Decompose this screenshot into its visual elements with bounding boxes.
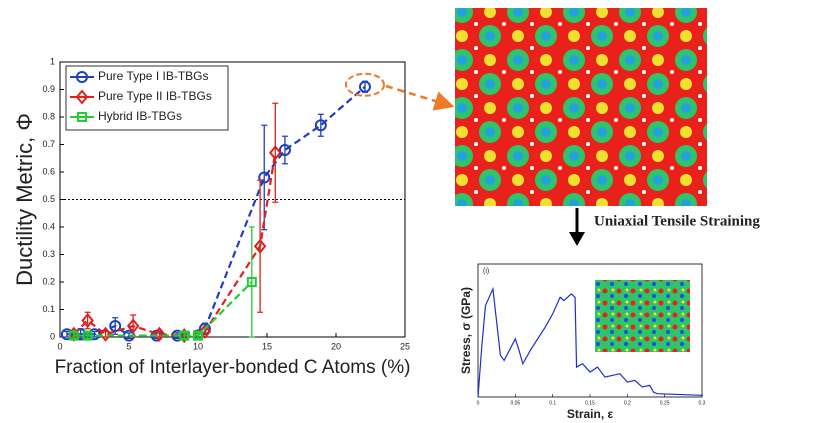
x-tick-label: 0.05 bbox=[510, 400, 520, 406]
pointer-arrow bbox=[386, 86, 445, 104]
x-tick-label: 0.2 bbox=[624, 400, 631, 406]
legend-label: Pure Type II IB-TBGs bbox=[98, 89, 212, 103]
error-bar bbox=[249, 227, 255, 337]
x-tick-label: 20 bbox=[331, 341, 341, 351]
arrow-head bbox=[569, 232, 585, 246]
structure-image bbox=[455, 8, 707, 206]
x-tick-label: 0 bbox=[477, 400, 480, 406]
y-tick-label: 0 bbox=[50, 331, 55, 341]
y-axis-label: Ductility Metric, Φ bbox=[12, 113, 37, 286]
legend-label: Pure Type I IB-TBGs bbox=[98, 69, 208, 83]
annotation: Uniaxial Tensile Straining bbox=[594, 213, 760, 229]
y-tick-label: 0.1 bbox=[42, 304, 55, 314]
x-axis-label: Strain, ε bbox=[567, 407, 614, 421]
inset-image bbox=[595, 280, 690, 352]
x-tick-label: 0 bbox=[57, 341, 62, 351]
y-tick-label: 1 bbox=[50, 56, 55, 66]
x-tick-label: 10 bbox=[193, 341, 203, 351]
y-tick-label: 0.3 bbox=[42, 249, 55, 259]
figure: Uniaxial Tensile Straining 051015202500.… bbox=[0, 0, 820, 423]
error-bar bbox=[272, 103, 278, 202]
x-tick-label: 0.15 bbox=[585, 400, 595, 406]
x-tick-label: 0.3 bbox=[699, 400, 706, 406]
series-line bbox=[74, 282, 252, 336]
y-tick-label: 0.6 bbox=[42, 166, 55, 176]
y-tick-label: 0.5 bbox=[42, 194, 55, 204]
panel-label: (i) bbox=[483, 268, 489, 275]
y-tick-label: 0.2 bbox=[42, 276, 55, 286]
x-tick-label: 5 bbox=[126, 341, 131, 351]
error-bar bbox=[282, 136, 288, 164]
x-tick-label: 15 bbox=[262, 341, 272, 351]
error-bar bbox=[318, 114, 324, 136]
legend-label: Hybrid IB-TBGs bbox=[98, 109, 182, 123]
x-tick-label: 0.25 bbox=[660, 400, 670, 406]
x-axis-label: Fraction of Interlayer-bonded C Atoms (%… bbox=[55, 357, 411, 378]
y-tick-label: 0.4 bbox=[42, 221, 55, 231]
y-tick-label: 0.9 bbox=[42, 84, 55, 94]
x-tick-label: 25 bbox=[400, 341, 410, 351]
series-line bbox=[74, 153, 275, 336]
x-tick-label: 0.1 bbox=[549, 400, 556, 406]
error-bar bbox=[257, 180, 263, 312]
y-tick-label: 0.8 bbox=[42, 111, 55, 121]
y-tick-label: 0.7 bbox=[42, 139, 55, 149]
y-axis-label: Stress, σ (GPa) bbox=[459, 287, 473, 374]
